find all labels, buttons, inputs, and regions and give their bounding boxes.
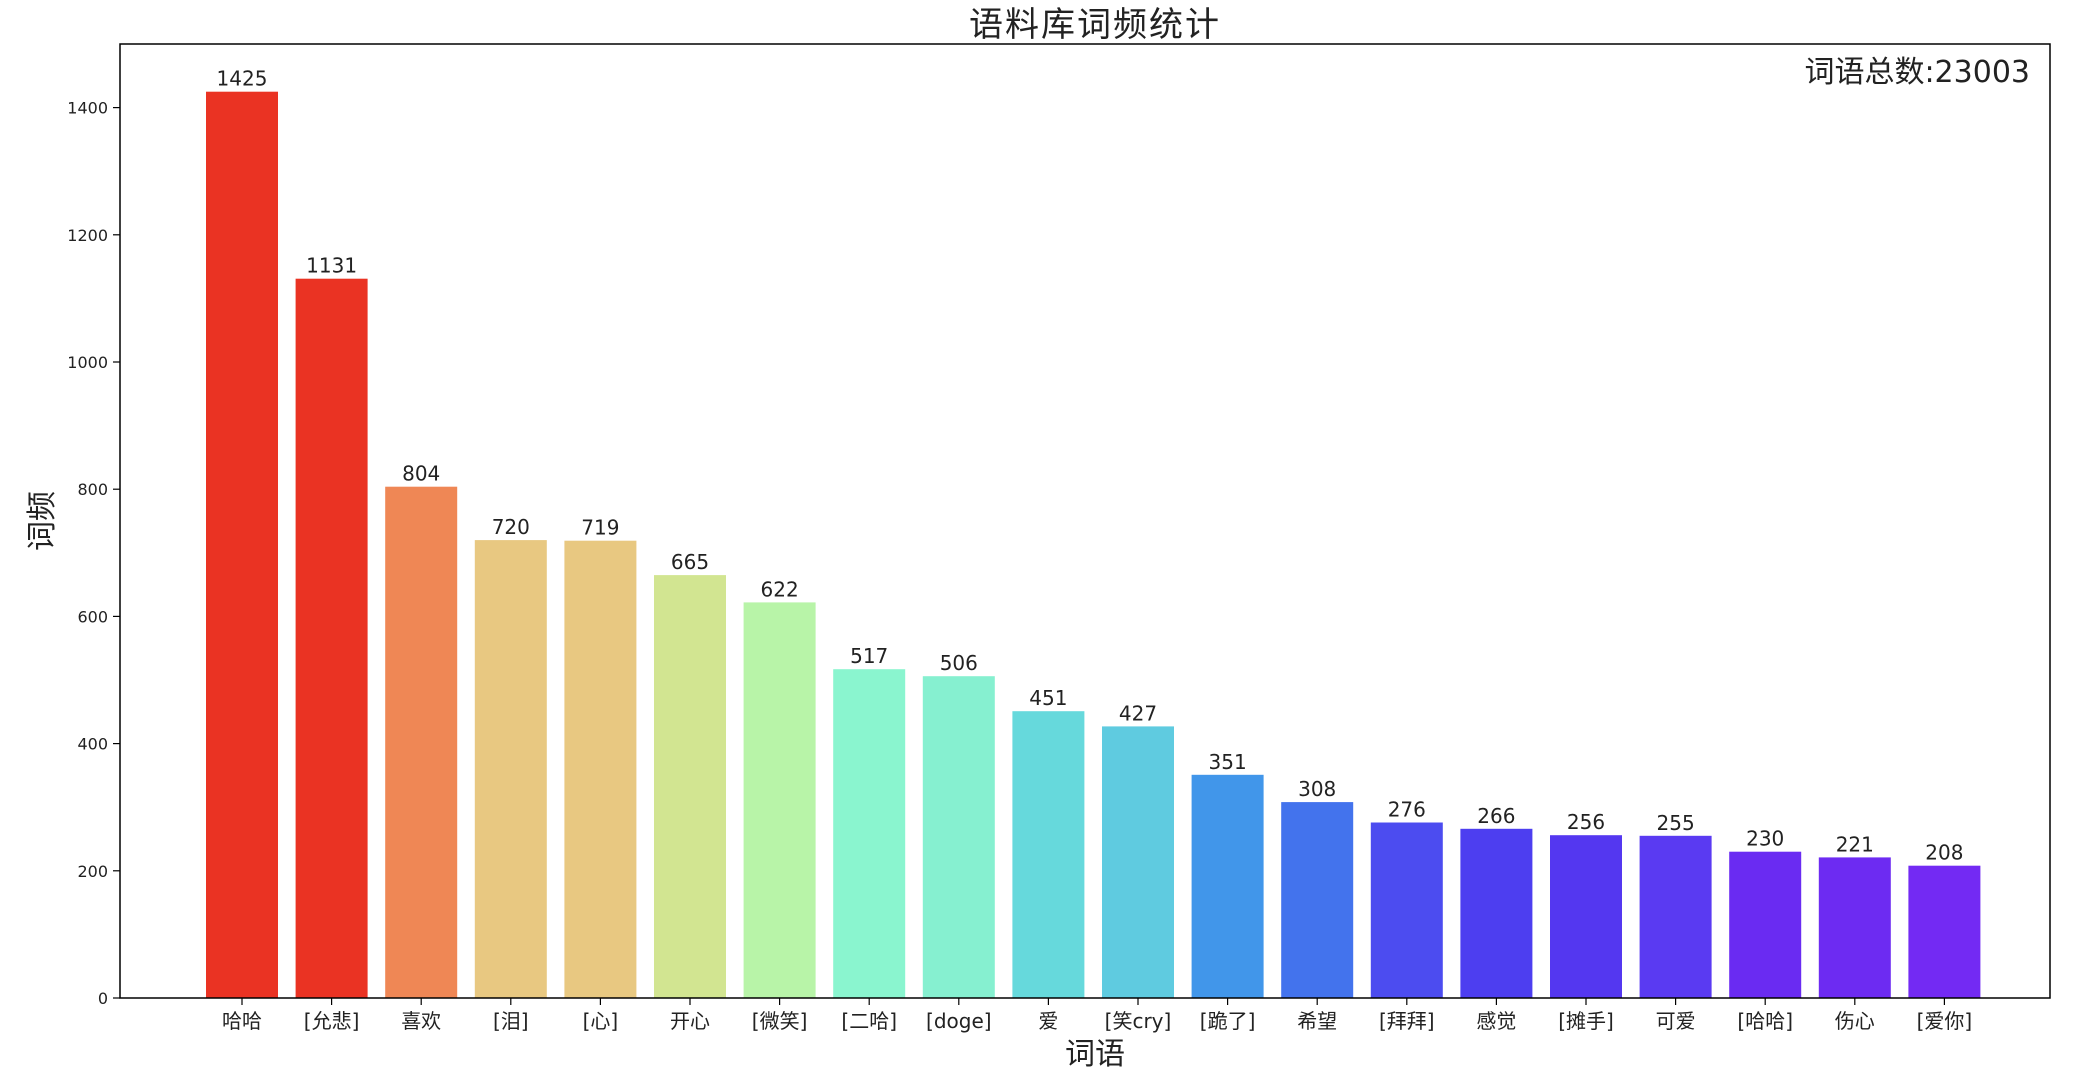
bar: [1729, 851, 1802, 998]
bar: [743, 602, 816, 998]
data-label: 276: [1388, 798, 1426, 822]
x-tick-label: 哈哈: [222, 1009, 262, 1033]
x-tick-label: [微笑]: [752, 1009, 808, 1033]
data-label: 517: [850, 644, 888, 668]
data-label: 804: [402, 462, 440, 486]
data-label: 622: [761, 577, 799, 601]
bar: [1460, 828, 1533, 998]
data-label: 720: [492, 515, 530, 539]
data-label: 427: [1119, 701, 1157, 725]
bar: [1818, 857, 1891, 998]
data-label: 266: [1477, 804, 1515, 828]
chart-title: 语料库词频统计: [969, 5, 1221, 45]
x-axis: 哈哈 [允悲] 喜欢 [泪] [心] 开心 [微笑] [二哈] [doge] 爱 [笑cry] [跪了…: [222, 998, 1972, 1033]
bar: [474, 540, 547, 998]
y-tick-label: 1400: [67, 99, 108, 118]
x-tick-label: [doge]: [926, 1009, 992, 1033]
data-label: 351: [1209, 750, 1247, 774]
bar: [1281, 802, 1354, 998]
data-label: 255: [1657, 811, 1695, 835]
data-label: 256: [1567, 810, 1605, 834]
y-axis: 0 200 400 600 800 1000 1200 1400: [67, 99, 120, 1008]
bar: [922, 676, 995, 998]
bar: [1191, 774, 1264, 998]
data-label: 1131: [306, 254, 357, 278]
x-tick-label: 开心: [670, 1009, 710, 1033]
data-label: 506: [940, 651, 978, 675]
x-tick-label: [拜拜]: [1379, 1009, 1435, 1033]
y-tick-label: 0: [98, 989, 108, 1008]
x-tick-label: 喜欢: [401, 1009, 441, 1033]
x-tick-label: 伤心: [1835, 1009, 1875, 1033]
bars-group: [206, 91, 1981, 998]
bar: [1908, 865, 1981, 998]
y-tick-label: 600: [77, 607, 108, 626]
y-tick-label: 200: [77, 862, 108, 881]
bar: [1370, 822, 1443, 998]
data-labels-group: 1425 1131 804 720 719 665 622 517 506 451 427 351 30…: [217, 67, 1964, 865]
bar: [654, 575, 726, 998]
x-tick-label: [允悲]: [304, 1009, 360, 1033]
data-label: 665: [671, 550, 709, 574]
x-tick-label: 希望: [1297, 1009, 1337, 1033]
x-tick-label: 可爱: [1656, 1009, 1696, 1033]
y-tick-label: 400: [77, 735, 108, 754]
bar: [1102, 726, 1174, 998]
bar: [385, 486, 458, 998]
bar: [1550, 835, 1622, 998]
x-tick-label: [摊手]: [1558, 1009, 1614, 1033]
bar: [206, 91, 278, 998]
data-label: 719: [581, 516, 619, 540]
bar: [295, 278, 368, 998]
x-tick-label: [泪]: [493, 1009, 529, 1033]
y-tick-label: 1200: [67, 226, 108, 245]
x-tick-label: [跪了]: [1200, 1009, 1256, 1033]
plot-frame: [119, 43, 2051, 999]
x-tick-label: [爱你]: [1917, 1009, 1973, 1033]
total-words-annotation: 词语总数:23003: [1804, 55, 2030, 90]
bar: [1012, 711, 1085, 998]
data-label: 1425: [217, 67, 268, 91]
x-tick-label: 感觉: [1476, 1009, 1516, 1033]
data-label: 221: [1836, 832, 1874, 856]
data-label: 230: [1746, 827, 1784, 851]
data-label: 451: [1029, 686, 1067, 710]
x-tick-label: [二哈]: [841, 1009, 897, 1033]
bar: [564, 540, 637, 998]
y-axis-title: 词频: [25, 491, 60, 551]
bar: [833, 669, 906, 998]
x-tick-label: 爱: [1038, 1009, 1058, 1033]
x-tick-label: [心]: [583, 1009, 619, 1033]
x-axis-title: 词语: [1065, 1037, 1125, 1072]
data-label: 308: [1298, 777, 1336, 801]
x-tick-label: [笑cry]: [1105, 1009, 1172, 1033]
y-tick-label: 1000: [67, 353, 108, 372]
y-tick-label: 800: [77, 480, 108, 499]
x-tick-label: [哈哈]: [1737, 1009, 1793, 1033]
bar: [1639, 835, 1712, 998]
data-label: 208: [1925, 841, 1963, 865]
